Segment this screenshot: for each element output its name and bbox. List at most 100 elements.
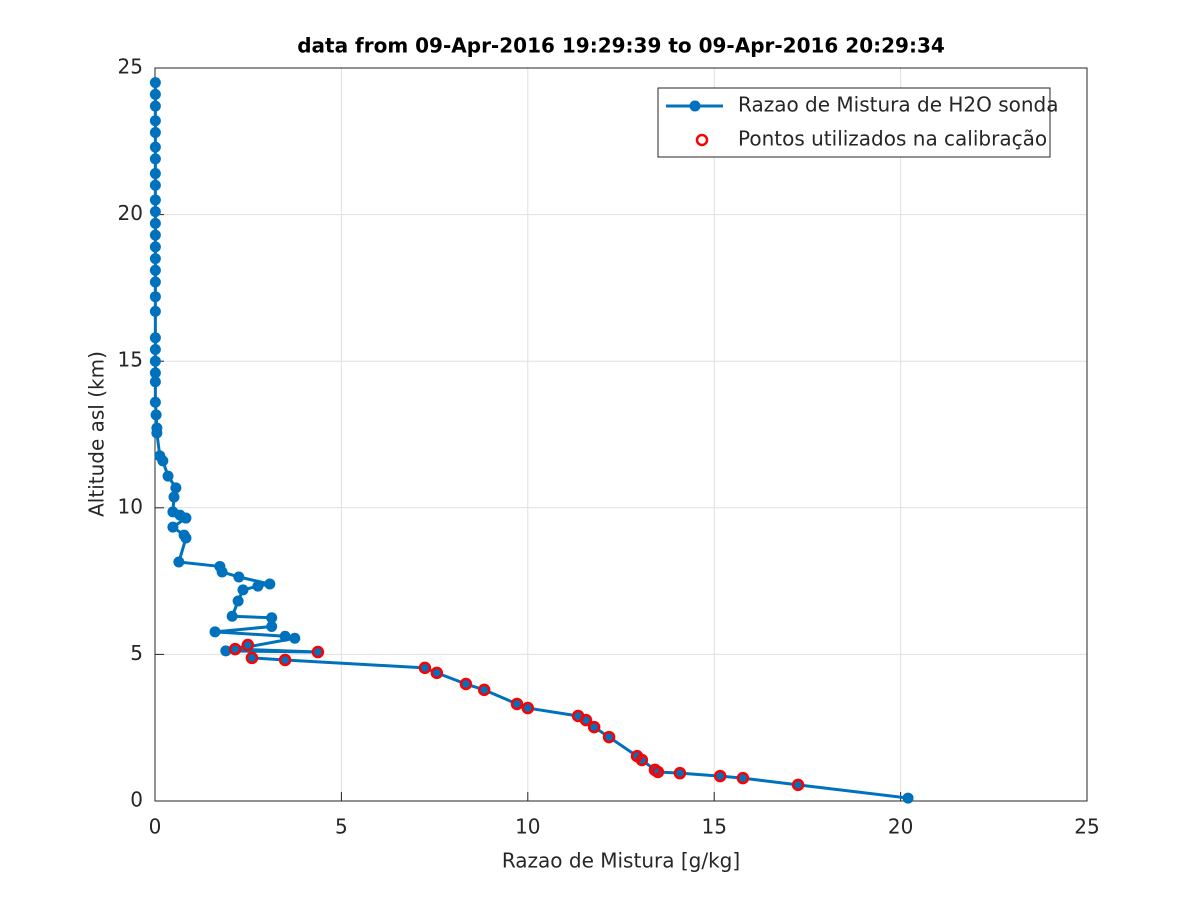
data-point xyxy=(289,632,301,644)
data-point xyxy=(149,153,161,165)
data-point xyxy=(266,621,278,633)
data-point xyxy=(279,630,291,642)
data-point xyxy=(149,241,161,253)
data-point xyxy=(149,77,161,89)
data-point xyxy=(713,769,727,783)
data-point xyxy=(149,376,161,388)
y-tick-label: 10 xyxy=(118,494,143,518)
data-point xyxy=(229,643,241,655)
data-point xyxy=(149,367,161,379)
data-point xyxy=(237,584,249,596)
data-point xyxy=(168,491,180,503)
data-point xyxy=(149,305,161,317)
data-point xyxy=(278,653,292,667)
data-point xyxy=(430,666,444,680)
data-point xyxy=(149,264,161,276)
data-point xyxy=(150,409,162,421)
data-point xyxy=(522,702,534,714)
x-tick-label: 25 xyxy=(1074,815,1099,839)
data-point xyxy=(648,763,662,777)
data-point xyxy=(220,645,232,657)
data-point xyxy=(245,651,259,665)
data-point xyxy=(511,698,523,710)
data-point xyxy=(792,779,804,791)
data-point xyxy=(149,206,161,218)
data-point xyxy=(149,396,161,408)
data-point xyxy=(149,229,161,241)
data-point xyxy=(228,642,242,656)
data-point xyxy=(209,626,221,638)
data-point xyxy=(149,194,161,206)
data-point xyxy=(149,115,161,127)
data-point xyxy=(241,638,255,652)
data-point xyxy=(459,677,473,691)
data-point xyxy=(311,645,325,659)
data-point xyxy=(419,662,431,674)
data-point xyxy=(264,578,276,590)
data-point xyxy=(170,482,182,494)
data-point xyxy=(178,529,190,541)
data-point xyxy=(149,88,161,100)
x-tick-label: 5 xyxy=(335,815,348,839)
data-point xyxy=(791,778,805,792)
data-point xyxy=(149,332,161,344)
chart-title: data from 09-Apr-2016 19:29:39 to 09-Apr… xyxy=(297,34,945,58)
y-tick-label: 15 xyxy=(118,348,143,372)
data-point xyxy=(252,580,264,592)
data-point xyxy=(233,571,245,583)
data-point xyxy=(149,179,161,191)
data-point xyxy=(312,646,324,658)
data-point xyxy=(674,767,686,779)
data-point xyxy=(246,652,258,664)
legend-label: Pontos utilizados na calibração xyxy=(738,127,1047,151)
data-point xyxy=(902,792,914,804)
legend-label: Razao de Mistura de H2O sonda xyxy=(738,93,1059,117)
data-point xyxy=(602,730,616,744)
y-axis-label: Altitude asl (km) xyxy=(85,351,109,517)
y-tick-label: 20 xyxy=(118,201,143,225)
y-tick-label: 25 xyxy=(118,55,143,79)
data-point xyxy=(418,661,432,675)
data-point xyxy=(588,721,600,733)
data-point xyxy=(149,141,161,153)
data-point xyxy=(149,217,161,229)
legend-marker xyxy=(689,100,701,112)
data-point xyxy=(149,253,161,265)
data-point xyxy=(279,654,291,666)
data-point xyxy=(232,595,244,607)
data-point xyxy=(431,667,443,679)
data-point xyxy=(603,731,615,743)
data-point xyxy=(167,506,179,518)
data-point xyxy=(714,770,726,782)
x-tick-label: 0 xyxy=(149,815,162,839)
data-point xyxy=(149,100,161,112)
data-point xyxy=(478,684,490,696)
data-point xyxy=(167,521,179,533)
y-tick-label: 0 xyxy=(130,788,143,812)
data-point xyxy=(149,291,161,303)
data-point xyxy=(521,701,535,715)
data-point xyxy=(737,772,749,784)
data-point xyxy=(460,678,472,690)
data-point xyxy=(510,697,524,711)
legend-box xyxy=(657,87,1051,158)
data-point xyxy=(587,720,601,734)
data-point xyxy=(673,766,687,780)
x-axis-label: Razao de Mistura [g/kg] xyxy=(502,849,740,873)
data-point xyxy=(214,560,226,572)
legend-marker xyxy=(695,133,709,147)
x-tick-label: 20 xyxy=(888,815,913,839)
data-point xyxy=(571,709,585,723)
data-point xyxy=(149,276,161,288)
x-tick-label: 15 xyxy=(701,815,726,839)
x-tick-label: 10 xyxy=(515,815,540,839)
data-point xyxy=(162,470,174,482)
data-point xyxy=(151,422,163,434)
data-point xyxy=(149,127,161,139)
data-point xyxy=(242,639,254,651)
data-point xyxy=(630,749,644,763)
data-point xyxy=(173,556,185,568)
data-point xyxy=(149,343,161,355)
data-point xyxy=(266,612,278,624)
